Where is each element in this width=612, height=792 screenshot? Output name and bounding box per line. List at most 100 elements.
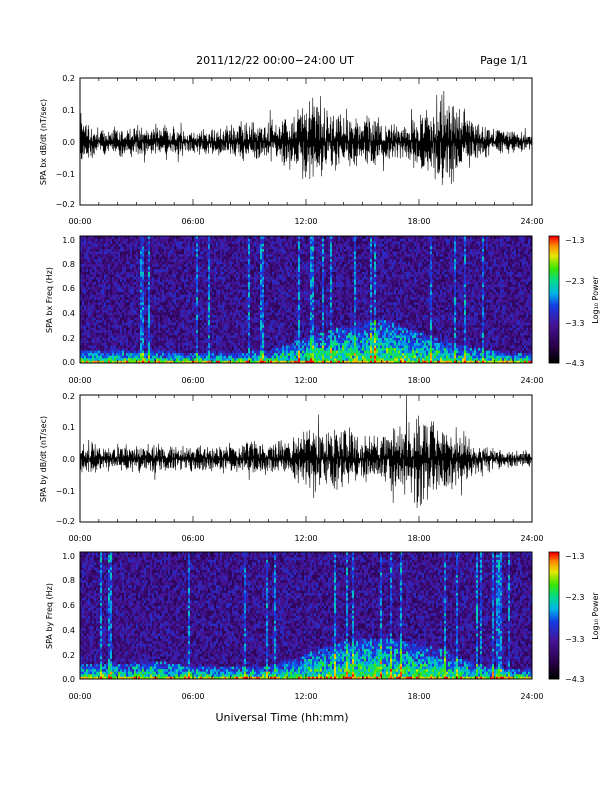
spectrogram-cell <box>142 249 144 252</box>
spectrogram-cell <box>158 300 160 303</box>
spectrogram-cell <box>148 241 150 244</box>
spectrogram-cell <box>234 315 236 318</box>
spectrogram-cell <box>92 287 94 290</box>
spectrogram-cell <box>208 289 210 292</box>
spectrogram-cell <box>186 335 188 338</box>
spectrogram-cell <box>126 322 128 325</box>
spectrogram-cell <box>178 284 180 287</box>
spectrogram-cell <box>166 272 168 275</box>
spectrogram-cell <box>240 350 242 353</box>
spectrogram-cell <box>216 343 218 346</box>
spectrogram-cell <box>222 338 224 341</box>
spectrogram-cell <box>224 338 226 341</box>
spectrogram-cell <box>122 246 124 249</box>
spectrogram-cell <box>208 350 210 353</box>
spectrogram-cell <box>104 317 106 320</box>
spectrogram-cell <box>176 287 178 290</box>
spectrogram-cell <box>194 274 196 277</box>
spectrogram-cell <box>108 322 110 325</box>
spectrogram-cell <box>98 350 100 353</box>
spectrogram-cell <box>102 325 104 328</box>
spectrogram-cell <box>94 269 96 272</box>
spectrogram-cell <box>276 330 278 333</box>
spectrogram-cell <box>230 246 232 249</box>
spectrogram-cell <box>150 244 152 247</box>
spectrogram-cell <box>202 261 204 264</box>
spectrogram-cell <box>218 264 220 267</box>
spectrogram-cell <box>152 317 154 320</box>
spectrogram-cell <box>260 338 262 341</box>
spectrogram-cell <box>248 266 250 269</box>
spectrogram-cell <box>162 343 164 346</box>
spectrogram-cell <box>108 350 110 353</box>
spectrogram-cell <box>100 256 102 259</box>
spectrogram-cell <box>96 340 98 343</box>
spectrogram-cell <box>272 272 274 275</box>
spectrogram-cell <box>122 266 124 269</box>
spectrogram-cell <box>162 335 164 338</box>
spectrogram-cell <box>88 338 90 341</box>
spectrogram-cell <box>124 244 126 247</box>
spectrogram-cell <box>204 315 206 318</box>
spectrogram-cell <box>98 249 100 252</box>
spectrogram-cell <box>168 305 170 308</box>
spectrogram-cell <box>274 340 276 343</box>
spectrogram-cell <box>250 348 252 351</box>
spectrogram-cell <box>130 269 132 272</box>
spectrogram-cell <box>238 310 240 313</box>
spectrogram-cell <box>242 358 244 361</box>
spectrogram-cell <box>210 355 212 358</box>
spectrogram-cell <box>276 325 278 328</box>
spectrogram-cell <box>260 277 262 280</box>
spectrogram-cell <box>144 246 146 249</box>
spectrogram-cell <box>272 289 274 292</box>
spectrogram-cell <box>222 274 224 277</box>
spectrogram-cell <box>138 348 140 351</box>
spectrogram-cell <box>274 320 276 323</box>
spectrogram-cell <box>126 358 128 361</box>
spectrogram-cell <box>86 282 88 285</box>
spectrogram-cell <box>188 302 190 305</box>
spectrogram-cell <box>162 272 164 275</box>
spectrogram-cell <box>178 287 180 290</box>
spectrogram-cell <box>154 269 156 272</box>
spectrogram-cell <box>96 279 98 282</box>
spectrogram-cell <box>212 327 214 330</box>
spectrogram-cell <box>194 310 196 313</box>
spectrogram-cell <box>218 333 220 336</box>
spectrogram-cell <box>258 317 260 320</box>
spectrogram-cell <box>142 310 144 313</box>
spectrogram-cell <box>136 277 138 280</box>
spectrogram-cell <box>192 269 194 272</box>
spectrogram-cell <box>146 261 148 264</box>
spectrogram-cell <box>174 289 176 292</box>
spectrogram-cell <box>214 287 216 290</box>
spectrogram-cell <box>84 338 86 341</box>
spectrogram-cell <box>118 289 120 292</box>
spectrogram-cell <box>204 292 206 295</box>
spectrogram-cell <box>234 340 236 343</box>
spectrogram-cell <box>164 297 166 300</box>
spectrogram-cell <box>96 282 98 285</box>
spectrogram-cell <box>198 251 200 254</box>
spectrogram-cell <box>226 312 228 315</box>
spectrogram-cell <box>230 305 232 308</box>
spectrogram-cell <box>212 348 214 351</box>
spectrogram-cell <box>110 246 112 249</box>
spectrogram-cell <box>158 343 160 346</box>
spectrogram-cell <box>240 310 242 313</box>
spectrogram-cell <box>106 251 108 254</box>
spectrogram-cell <box>170 325 172 328</box>
spectrogram-cell <box>162 292 164 295</box>
spectrogram-cell <box>192 264 194 267</box>
spectrogram-cell <box>150 348 152 351</box>
spectrogram-cell <box>158 246 160 249</box>
spectrogram-cell <box>264 343 266 346</box>
spectrogram-cell <box>120 320 122 323</box>
spectrogram-cell <box>210 348 212 351</box>
spectrogram-cell <box>82 239 84 242</box>
spectrogram-cell <box>156 261 158 264</box>
spectrogram-cell <box>88 353 90 356</box>
spectrogram-cell <box>160 300 162 303</box>
spectrogram-cell <box>190 249 192 252</box>
